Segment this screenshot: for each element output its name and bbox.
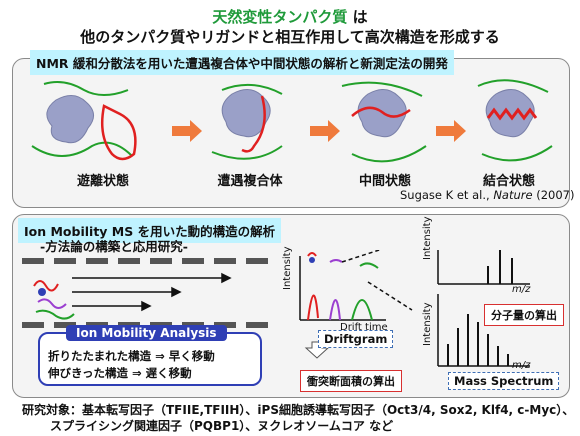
spectrum2-xlabel: m/z	[512, 360, 531, 371]
stage-label-intermediate: 中間状態	[358, 174, 411, 189]
main-subtitle: 他のタンパク質やリガンドと相互作用して高次構造を形成する	[80, 28, 500, 46]
stage-bound-graphic	[477, 79, 553, 162]
main-title: 天然変性タンパク質 は	[0, 6, 580, 27]
spectrum1-ylabel: Intensity	[422, 216, 433, 260]
stage-label-free: 遊離状態	[76, 174, 129, 189]
driftgram-ylabel: Intensity	[282, 246, 293, 290]
nmr-panel	[12, 58, 570, 208]
ion-mobility-analysis-title: Ion Mobility Analysis	[66, 325, 227, 341]
stage-intermediate-graphic	[341, 81, 427, 163]
title-suffix: は	[347, 8, 368, 26]
ims-panel-header: Ion Mobility MS を用いた動的構造の解析	[18, 218, 282, 243]
stage-encounter-graphic	[211, 83, 283, 160]
title-highlight: 天然変性タンパク質	[212, 8, 348, 26]
analysis-extended-line: 伸びきった構造 ⇒ 遅く移動	[48, 366, 192, 380]
molecular-weight-label: 分子量の算出	[484, 304, 564, 326]
research-targets-line1: 研究対象：基本転写因子（TFIIE,TFIIH）、iPS細胞誘導転写因子（Oct…	[22, 403, 575, 417]
ims-panel-subheader: -方法論の構築と応用研究-	[40, 239, 188, 254]
citation: Sugase K et al., Nature (2007)	[400, 188, 574, 202]
driftgram-label: Driftgram	[318, 330, 394, 348]
mass-spectrum-label: Mass Spectrum	[448, 372, 560, 390]
research-targets-line2: スプライシング関連因子（PQBP1）、ヌクレオソームコア など	[50, 419, 394, 433]
stage-free-graphic	[31, 81, 137, 161]
nmr-stages-illustration	[31, 79, 553, 163]
stage-label-bound: 結合状態	[482, 174, 535, 189]
citation-authors: Sugase K et al.,	[400, 188, 494, 202]
collision-cross-section-label: 衝突断面積の算出	[300, 370, 402, 392]
analysis-folded-line: 折りたたまれた構造 ⇒ 早く移動	[48, 349, 215, 363]
spectrum1-xlabel: m/z	[512, 284, 531, 295]
driftgram-xlabel: Drift time	[340, 322, 388, 333]
citation-journal: Nature	[493, 188, 533, 202]
spectrum2-ylabel: Intensity	[422, 302, 433, 346]
stage-label-encounter: 遭遇複合体	[217, 174, 283, 189]
nmr-panel-header: NMR 緩和分散法を用いた遭遇複合体や中間状態の解析と新測定法の開発	[30, 50, 454, 75]
citation-year: (2007)	[532, 188, 575, 202]
